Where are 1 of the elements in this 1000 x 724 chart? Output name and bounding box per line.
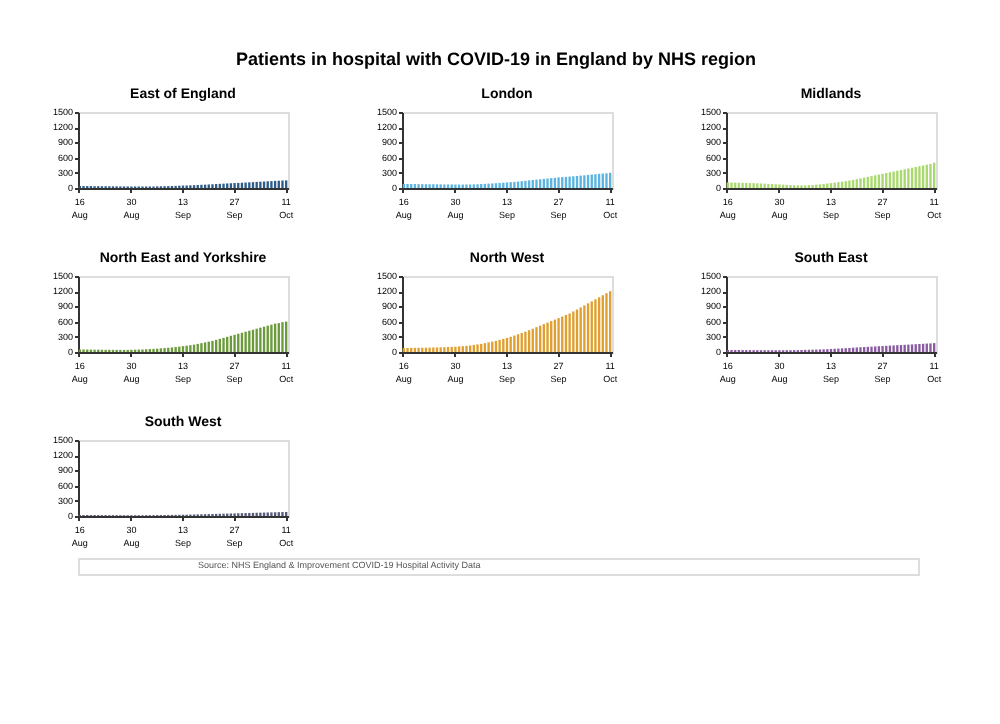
text: Patients in hospital with COVID-19 in England by NHS region bbox=[236, 49, 757, 69]
